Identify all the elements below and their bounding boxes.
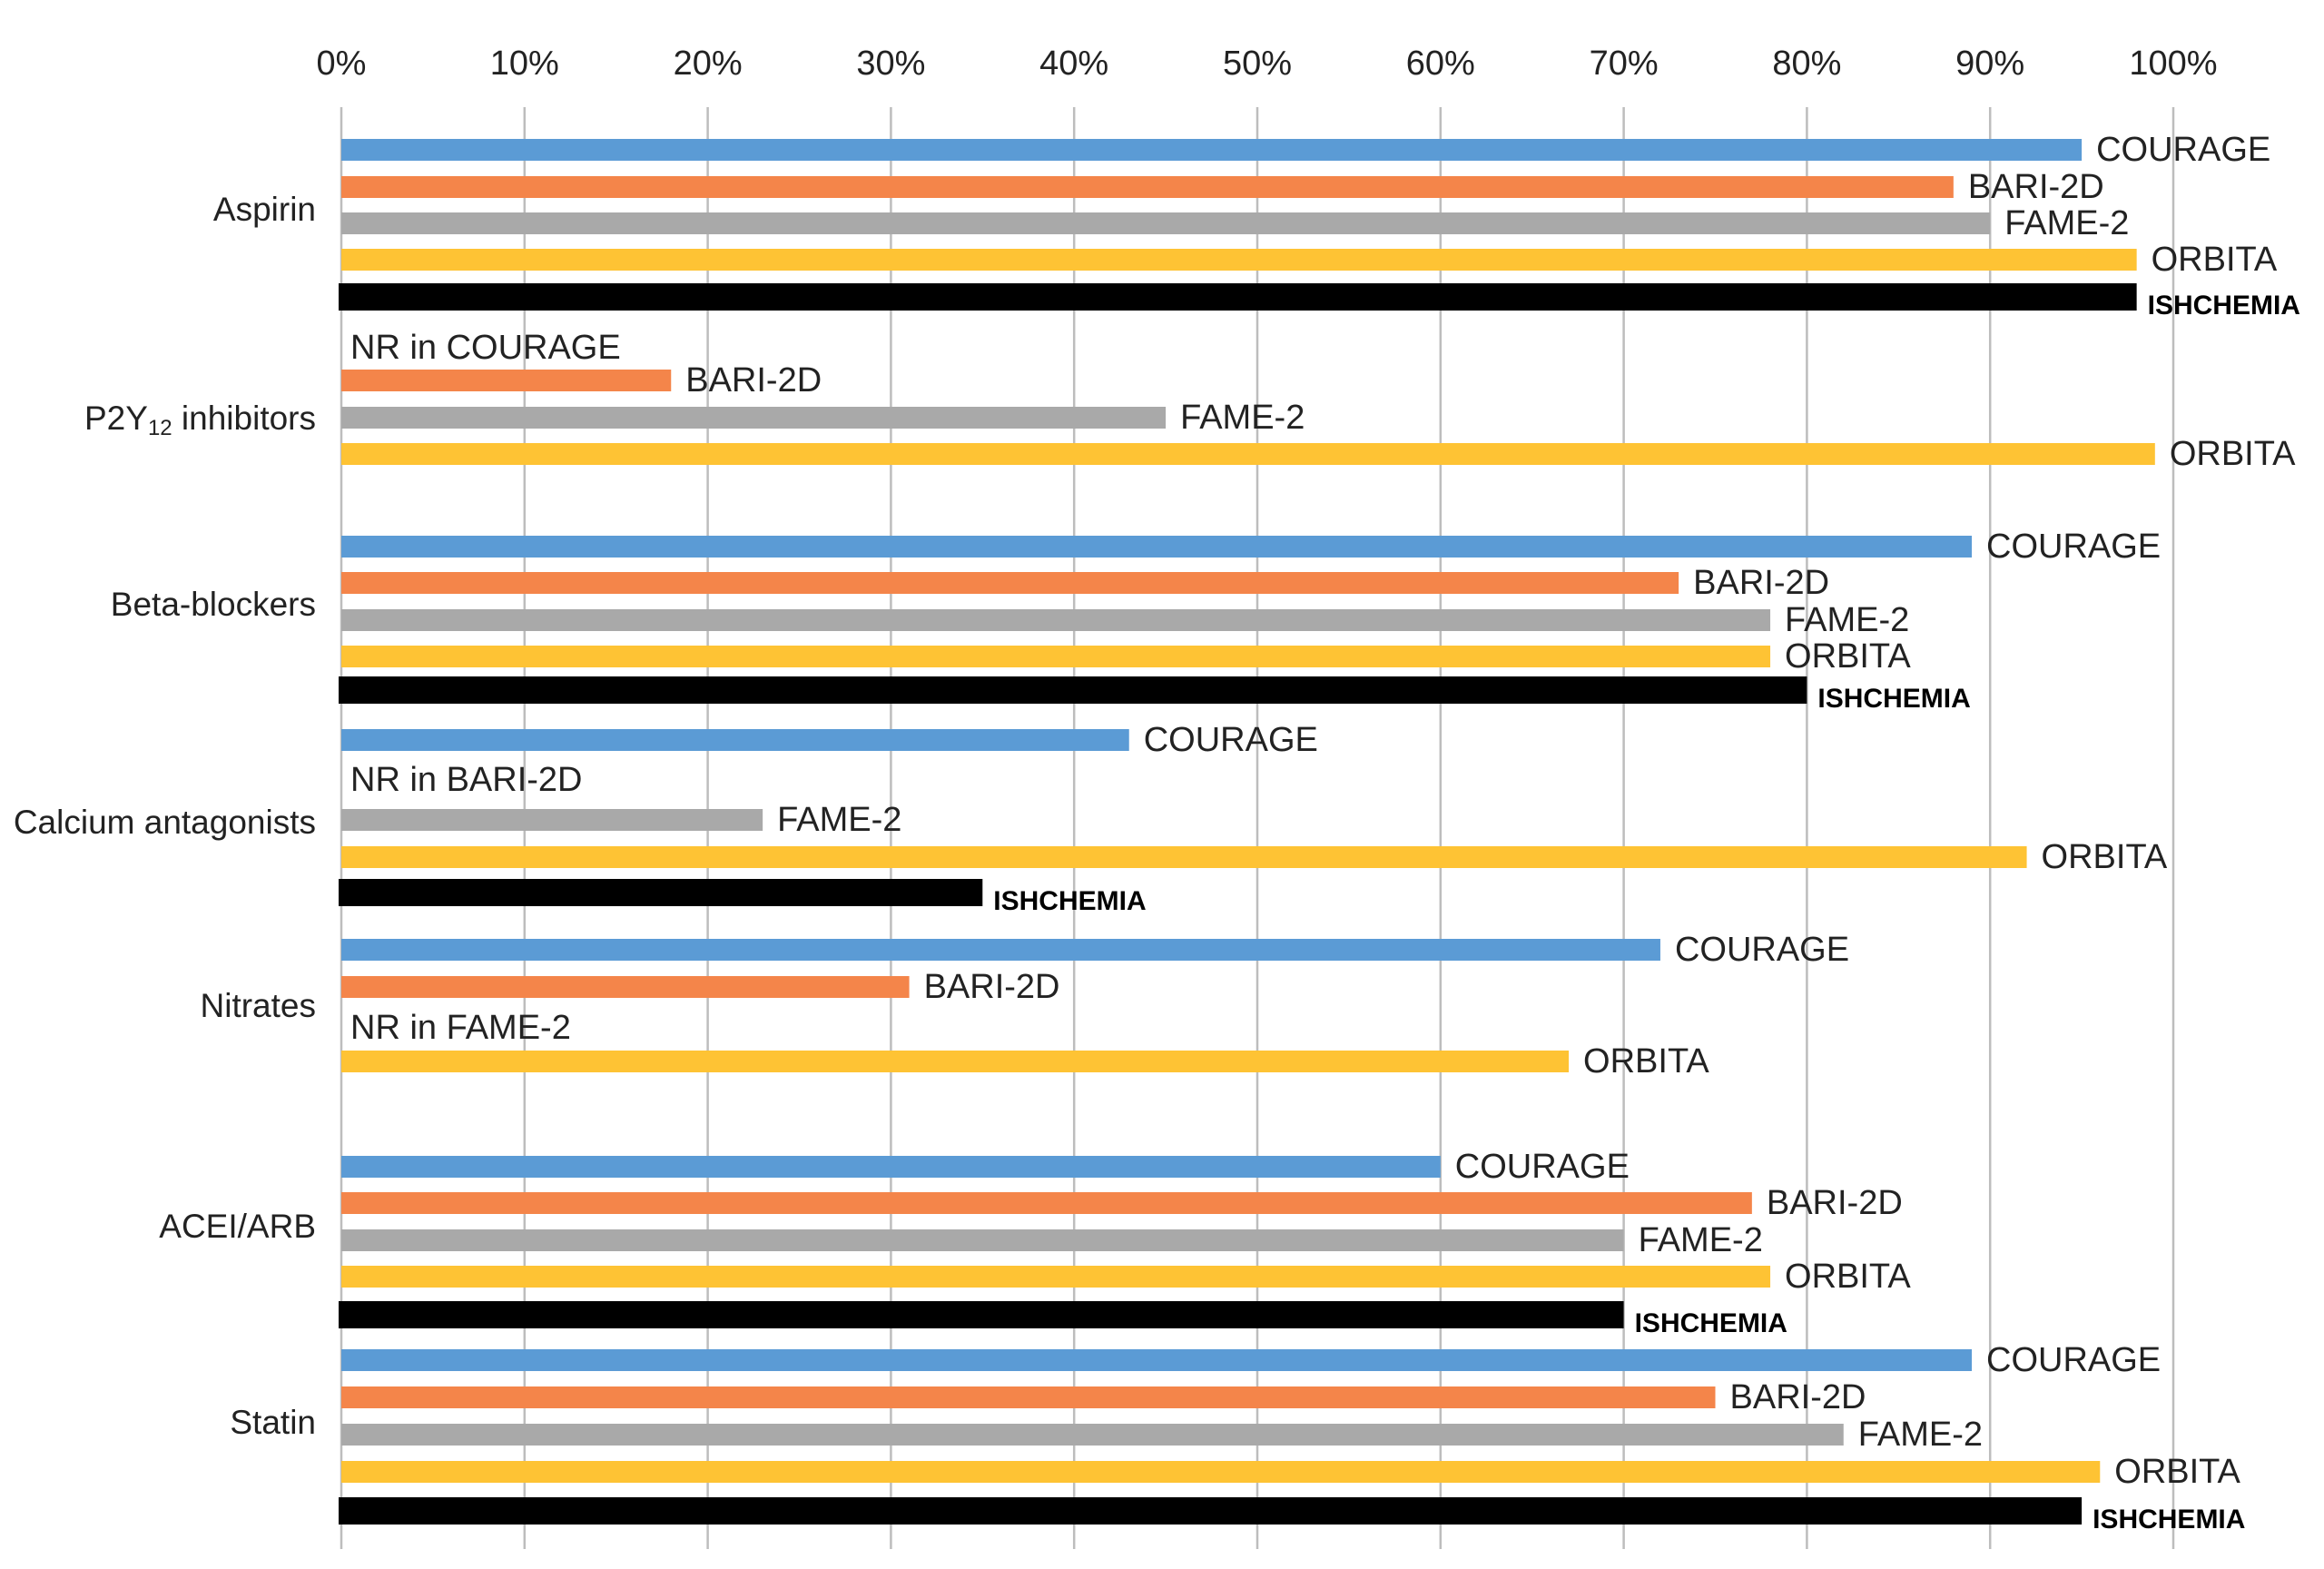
bar-label: FAME-2 — [1180, 399, 1305, 437]
bar-label: ORBITA — [2152, 241, 2278, 279]
x-tick-label: 20% — [674, 44, 743, 83]
bar-label: ORBITA — [1583, 1042, 1709, 1081]
bar-orbita — [341, 249, 2137, 271]
bar-ishchemia — [339, 283, 2137, 311]
category-label: Calcium antagonists — [14, 804, 316, 841]
bar-bari-2d — [341, 572, 1679, 594]
x-tick-label: 40% — [1039, 44, 1108, 83]
bar-label: ISHCHEMIA — [1817, 684, 1970, 714]
x-tick-label: 100% — [2129, 44, 2217, 83]
category-label: Beta-blockers — [111, 586, 316, 623]
bar-courage — [341, 939, 1660, 961]
x-tick-label: 10% — [490, 44, 559, 83]
x-tick-label: 60% — [1406, 44, 1475, 83]
bar-fame-2 — [341, 609, 1771, 631]
bar-label: COURAGE — [1675, 931, 1849, 969]
bar-label: BARI-2D — [685, 361, 822, 400]
bar-label: ISHCHEMIA — [993, 886, 1146, 916]
bar-label: BARI-2D — [1730, 1378, 1866, 1416]
bar-courage — [341, 1349, 1973, 1371]
bar-label: COURAGE — [1986, 528, 2161, 566]
category-label: Statin — [230, 1404, 316, 1441]
bar-label: FAME-2 — [1639, 1221, 1763, 1259]
bar-label: ORBITA — [1785, 1258, 1911, 1296]
bar-courage — [341, 729, 1129, 751]
bar-bari-2d — [341, 370, 672, 391]
bar-label: FAME-2 — [1785, 601, 1909, 639]
not-reported-label: NR in COURAGE — [350, 329, 621, 367]
bar-label: FAME-2 — [777, 801, 901, 839]
bar-bari-2d — [341, 1386, 1716, 1408]
x-tick-label: 70% — [1590, 44, 1659, 83]
category-label: ACEI/ARB — [159, 1208, 316, 1245]
bar-label: BARI-2D — [1968, 168, 2104, 206]
x-axis-ticks: 0% 10% 20% 30% 40% 50% 60% 70% 80% 90% 100% — [317, 44, 2218, 83]
bar-label: ORBITA — [2170, 435, 2296, 473]
bar-label: FAME-2 — [1858, 1416, 1983, 1454]
bar-fame-2 — [341, 1424, 1844, 1446]
category-label: P2Y12 inhibitors — [84, 400, 316, 440]
bar-orbita — [341, 1266, 1771, 1288]
bar-label: COURAGE — [1144, 721, 1318, 759]
bar-label: ORBITA — [2114, 1453, 2240, 1491]
bar-fame-2 — [341, 407, 1167, 429]
bar-ishchemia — [339, 879, 983, 906]
bar-label: FAME-2 — [2004, 204, 2129, 242]
bar-ishchemia — [339, 1497, 2083, 1525]
bar-label: ISHCHEMIA — [2148, 291, 2300, 321]
x-tick-label: 90% — [1955, 44, 2024, 83]
bar-label: COURAGE — [1455, 1148, 1630, 1186]
bar-courage — [341, 536, 1973, 558]
x-tick-label: 0% — [317, 44, 367, 83]
x-tick-label: 80% — [1772, 44, 1841, 83]
bar-label: BARI-2D — [924, 968, 1060, 1006]
bar-label: ISHCHEMIA — [2093, 1505, 2245, 1534]
bar-fame-2 — [341, 809, 763, 831]
bar-courage — [341, 139, 2083, 161]
bar-label: ORBITA — [1785, 637, 1911, 676]
bar-ishchemia — [339, 1301, 1624, 1328]
bar-fame-2 — [341, 212, 1991, 234]
bar-bari-2d — [341, 1192, 1752, 1214]
not-reported-label: NR in BARI-2D — [350, 761, 583, 799]
not-reported-label: NR in FAME-2 — [350, 1009, 571, 1047]
bar-orbita — [341, 1051, 1570, 1072]
bar-label: ISHCHEMIA — [1635, 1308, 1787, 1338]
gridlines — [340, 107, 2175, 1549]
bar-courage — [341, 1156, 1441, 1178]
bar-fame-2 — [341, 1229, 1624, 1251]
category-labels: Aspirin P2Y12 inhibitors Beta-blockers Calc… — [14, 191, 316, 1441]
bar-ishchemia — [339, 676, 1807, 704]
bar-orbita — [341, 443, 2155, 465]
bar-label: BARI-2D — [1767, 1184, 1903, 1222]
bar-label: COURAGE — [2096, 131, 2270, 169]
bar-orbita — [341, 846, 2027, 868]
bars — [339, 139, 2155, 1525]
bar-label: ORBITA — [2042, 838, 2168, 876]
bar-bari-2d — [341, 176, 1954, 198]
bar-label: COURAGE — [1986, 1341, 2161, 1379]
bar-orbita — [341, 646, 1771, 667]
category-label: Aspirin — [213, 191, 316, 228]
bar-label: BARI-2D — [1693, 564, 1829, 602]
x-tick-label: 50% — [1223, 44, 1292, 83]
bar-orbita — [341, 1461, 2101, 1483]
category-label: Nitrates — [201, 987, 316, 1024]
bar-bari-2d — [341, 976, 910, 998]
x-tick-label: 30% — [856, 44, 925, 83]
